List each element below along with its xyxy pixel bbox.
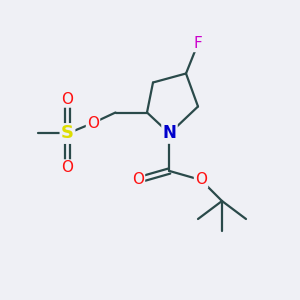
Text: O: O xyxy=(61,92,74,106)
Text: O: O xyxy=(195,172,207,188)
Text: S: S xyxy=(61,124,74,142)
Text: F: F xyxy=(194,36,202,51)
Text: O: O xyxy=(87,116,99,130)
Text: N: N xyxy=(163,124,176,142)
Text: O: O xyxy=(61,160,74,175)
Text: O: O xyxy=(132,172,144,188)
